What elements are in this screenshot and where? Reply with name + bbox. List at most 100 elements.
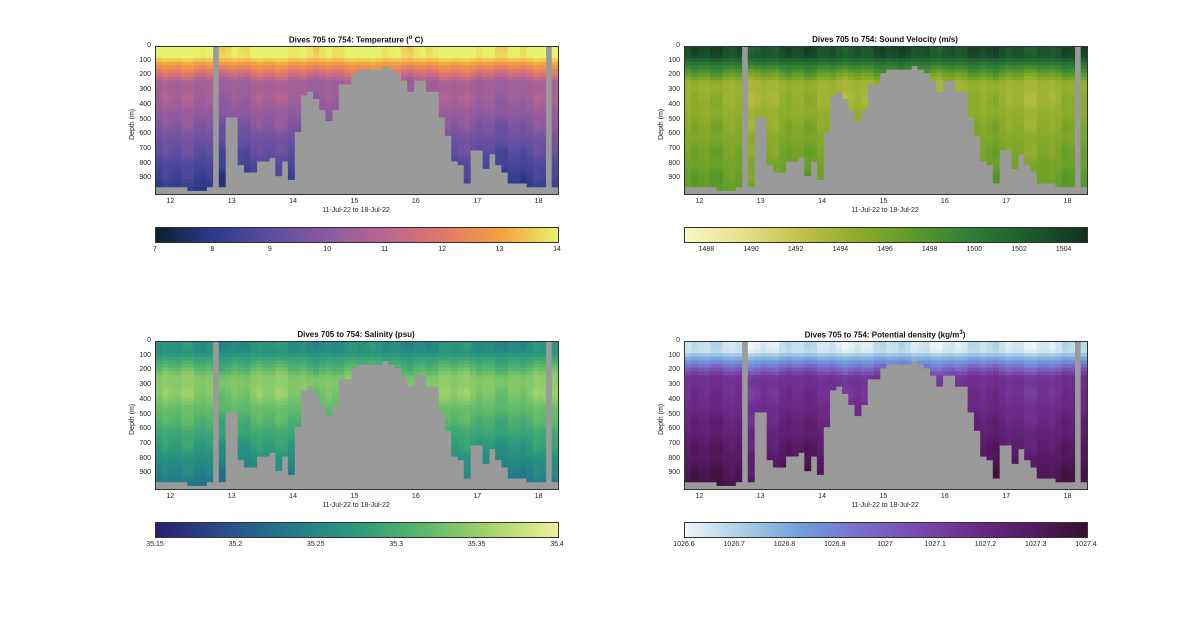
heatmap-cell (269, 142, 276, 147)
heatmap-cell (488, 419, 496, 424)
heatmap-cell (716, 419, 724, 424)
heatmap-cell (514, 160, 521, 166)
heatmap-cell (457, 371, 465, 376)
heatmap-cell (520, 87, 528, 92)
heatmap-cell (225, 371, 232, 376)
heatmap-cell (457, 422, 465, 428)
heatmap-cell (338, 360, 346, 365)
heatmap-cell (1080, 109, 1087, 114)
heatmap-cell (1017, 69, 1025, 74)
heatmap-cell (218, 105, 226, 111)
heatmap-cell (1011, 50, 1019, 55)
heatmap-cell (325, 72, 333, 77)
heatmap-cell (206, 61, 214, 66)
heatmap-cell (526, 356, 534, 361)
heatmap-cell (168, 87, 176, 92)
heatmap-cell (313, 50, 320, 55)
heatmap-cell (300, 353, 308, 358)
heatmap-cell (199, 375, 207, 380)
heatmap-cell (269, 386, 276, 391)
heatmap-cell (344, 76, 352, 81)
heatmap-cell (986, 98, 994, 103)
heatmap-cell (848, 91, 856, 96)
heatmap-cell (162, 386, 170, 391)
heatmap-cell (495, 47, 503, 52)
heatmap-cell (1024, 69, 1032, 74)
heatmap-cell (262, 109, 270, 114)
heatmap-cell (980, 83, 988, 89)
heatmap-cell (551, 477, 558, 483)
heatmap-cell (413, 69, 421, 74)
heatmap-cell (501, 430, 509, 435)
heatmap-cell (457, 345, 465, 350)
heatmap-cell (269, 76, 276, 81)
heatmap-cell (275, 153, 283, 158)
heatmap-cell (980, 72, 988, 77)
heatmap-cell (514, 441, 521, 446)
heatmap-cell (250, 371, 258, 376)
heatmap-cell (193, 50, 201, 55)
heatmap-cell (507, 127, 515, 133)
heatmap-cell (156, 470, 163, 475)
heatmap-cell (306, 382, 314, 387)
heatmap-cell (710, 168, 718, 173)
heatmap-cell (476, 131, 484, 136)
heatmap-cell (281, 448, 289, 453)
heatmap-cell (514, 470, 521, 475)
heatmap-cell (804, 72, 812, 77)
heatmap-cell (218, 182, 226, 188)
heatmap-cell (243, 437, 251, 442)
heatmap-cell (1061, 76, 1069, 81)
heatmap-cell (1030, 58, 1038, 63)
heatmap-cell (218, 164, 226, 169)
heatmap-cell (532, 65, 540, 70)
heatmap-cell (338, 54, 346, 59)
heatmap-cell (495, 419, 503, 424)
heatmap-cell (691, 433, 699, 439)
heatmap-cell (716, 364, 724, 369)
heatmap-cell (162, 65, 170, 70)
heatmap-cell (791, 87, 799, 92)
heatmap-cell (174, 83, 182, 89)
heatmap-cell (231, 98, 239, 103)
heatmap-cell (823, 105, 831, 111)
heatmap-cell (287, 404, 295, 409)
heatmap-cell (835, 87, 843, 92)
heatmap-cell (218, 455, 226, 461)
heatmap-cell (551, 138, 558, 144)
heatmap-cell (526, 470, 534, 475)
heatmap-cell (181, 463, 189, 468)
heatmap-cell (250, 116, 258, 122)
heatmap-cell (275, 448, 283, 453)
heatmap-cell (432, 349, 440, 354)
heatmap-cell (1080, 113, 1087, 118)
heatmap-cell (791, 83, 799, 89)
heatmap-cell (691, 404, 699, 409)
heatmap-cell (162, 171, 170, 177)
heatmap-cell (331, 98, 339, 103)
heatmap-cell (388, 58, 396, 63)
heatmap-cell (495, 455, 503, 461)
heatmap-cell (697, 393, 705, 398)
heatmap-cell (1061, 61, 1069, 66)
heatmap-cell (955, 69, 962, 74)
heatmap-cell (1030, 105, 1038, 111)
heatmap-cell (514, 54, 521, 59)
heatmap-cell (520, 47, 528, 52)
heatmap-cell (470, 142, 477, 147)
x-tick-label: 15 (879, 198, 888, 205)
heatmap-cell (691, 382, 699, 387)
heatmap-cell (476, 367, 484, 372)
heatmap-cell (520, 72, 528, 77)
heatmap-cell (168, 371, 176, 376)
heatmap-cell (325, 393, 333, 398)
heatmap-cell (532, 415, 540, 420)
heatmap-cell (551, 360, 558, 365)
heatmap-cell (444, 419, 452, 424)
heatmap-cell (766, 113, 774, 118)
heatmap-cell (1061, 149, 1069, 155)
heatmap-cell (873, 54, 881, 59)
heatmap-cell (980, 76, 988, 81)
heatmap-cell (691, 182, 699, 188)
heatmap-cell (243, 98, 251, 103)
